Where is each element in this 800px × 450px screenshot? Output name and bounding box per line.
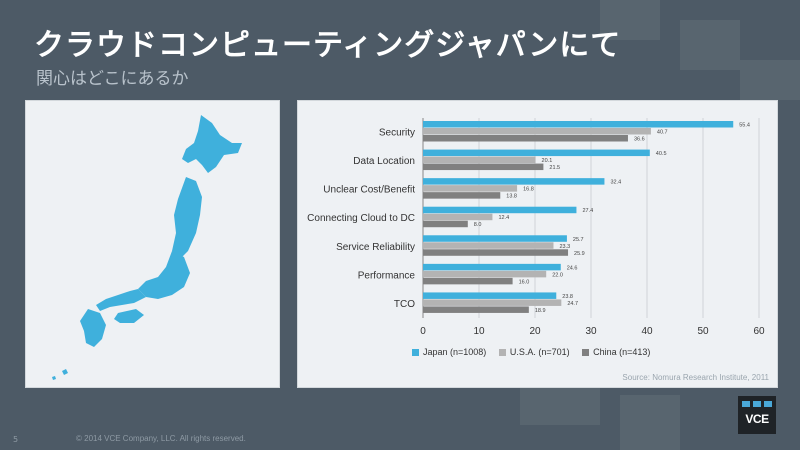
data-label: 18.9 (535, 308, 546, 314)
bar-china (423, 306, 529, 313)
data-label: 23.3 (559, 244, 570, 250)
bar-china (423, 192, 501, 199)
data-label: 24.7 (567, 301, 578, 307)
category-label: Connecting Cloud to DC (307, 213, 415, 224)
data-label: 40.7 (657, 130, 668, 136)
legend-label: China (n=413) (593, 347, 651, 357)
background-block (620, 395, 680, 450)
copyright-text: © 2014 VCE Company, LLC. All rights rese… (76, 434, 246, 443)
category-label: TCO (394, 299, 415, 310)
logo-text: VCE (745, 412, 769, 426)
bar-china (423, 163, 544, 171)
legend-label: U.S.A. (n=701) (509, 347, 570, 357)
x-tick-label: 40 (641, 326, 653, 337)
page-number: 5 (13, 435, 19, 444)
data-label: 25.9 (574, 251, 585, 257)
category-label: Service Reliability (336, 242, 415, 253)
data-label: 16.8 (523, 187, 534, 193)
category-label: Unclear Cost/Benefit (323, 185, 415, 196)
background-block (520, 385, 600, 425)
logo-square (753, 401, 761, 407)
x-tick-label: 50 (697, 326, 709, 337)
logo-square (764, 401, 772, 407)
background-block (680, 20, 740, 70)
background-block (740, 60, 800, 100)
chart-legend: Japan (n=1008) U.S.A. (n=701) China (n=4… (412, 347, 660, 357)
category-label: Security (379, 128, 415, 139)
bar-usa (423, 185, 518, 192)
legend-swatch-usa (498, 349, 506, 357)
slide-title: クラウドコンピューティングジャパンにて (34, 28, 622, 63)
bar-usa (423, 156, 536, 164)
map-panel (25, 100, 280, 388)
bar-japan (423, 263, 561, 271)
data-label: 21.5 (549, 165, 560, 171)
bar-japan (423, 206, 577, 214)
x-tick-label: 20 (529, 326, 541, 337)
chart-panel: 0 10 20 30 40 50 60 Security 55.4 40.7 36.6 Data Lo… (297, 100, 778, 388)
data-label: 27.4 (582, 208, 593, 214)
category-label: Performance (358, 270, 416, 281)
data-label: 12.4 (498, 215, 509, 221)
slide-subtitle: 関心はどこにあるか (36, 69, 189, 89)
bar-usa (423, 213, 493, 221)
data-label: 22.0 (552, 272, 563, 278)
category-label: Data Location (353, 156, 415, 167)
data-label: 8.0 (474, 222, 482, 228)
legend-item-usa: U.S.A. (n=701) (498, 347, 570, 357)
data-label: 23.8 (562, 294, 573, 300)
bar-usa (423, 128, 651, 135)
data-label: 40.5 (656, 151, 667, 157)
data-label: 20.1 (542, 158, 553, 164)
bar-usa (423, 270, 547, 278)
data-label: 13.8 (506, 194, 517, 200)
legend-swatch-japan (412, 349, 419, 357)
data-label: 16.0 (519, 279, 530, 285)
data-label: 55.4 (739, 123, 750, 129)
legend-item-china: China (n=413) (582, 347, 650, 357)
japan-map-icon (52, 115, 242, 380)
legend-swatch-china (582, 349, 590, 357)
data-label: 25.7 (573, 237, 584, 243)
chart-source: Source: Nomura Research Institute, 2011 (622, 373, 769, 382)
bar-japan (423, 235, 567, 242)
x-tick-label: 30 (585, 326, 597, 337)
bar-japan (423, 149, 650, 157)
logo-square (742, 401, 750, 407)
bar-japan (423, 178, 605, 185)
vce-logo: VCE (738, 396, 776, 434)
bar-china (423, 277, 513, 285)
x-tick-label: 0 (420, 326, 426, 337)
data-label: 24.6 (567, 265, 578, 271)
bar-china (423, 249, 569, 256)
bar-chart: 0 10 20 30 40 50 60 Security 55.4 40.7 36.6 Data Lo… (307, 118, 765, 337)
background-block (600, 0, 660, 40)
bar-japan (423, 121, 734, 128)
legend-item-japan: Japan (n=1008) (412, 347, 486, 357)
x-tick-label: 60 (753, 326, 765, 337)
bar-usa (423, 299, 562, 306)
legend-label: Japan (n=1008) (423, 347, 487, 357)
data-label: 36.6 (634, 137, 645, 143)
bar-china (423, 135, 628, 142)
bar-japan (423, 292, 557, 299)
x-tick-label: 10 (473, 326, 485, 337)
bar-usa (423, 242, 554, 249)
bar-china (423, 220, 468, 228)
data-label: 32.4 (610, 180, 621, 186)
